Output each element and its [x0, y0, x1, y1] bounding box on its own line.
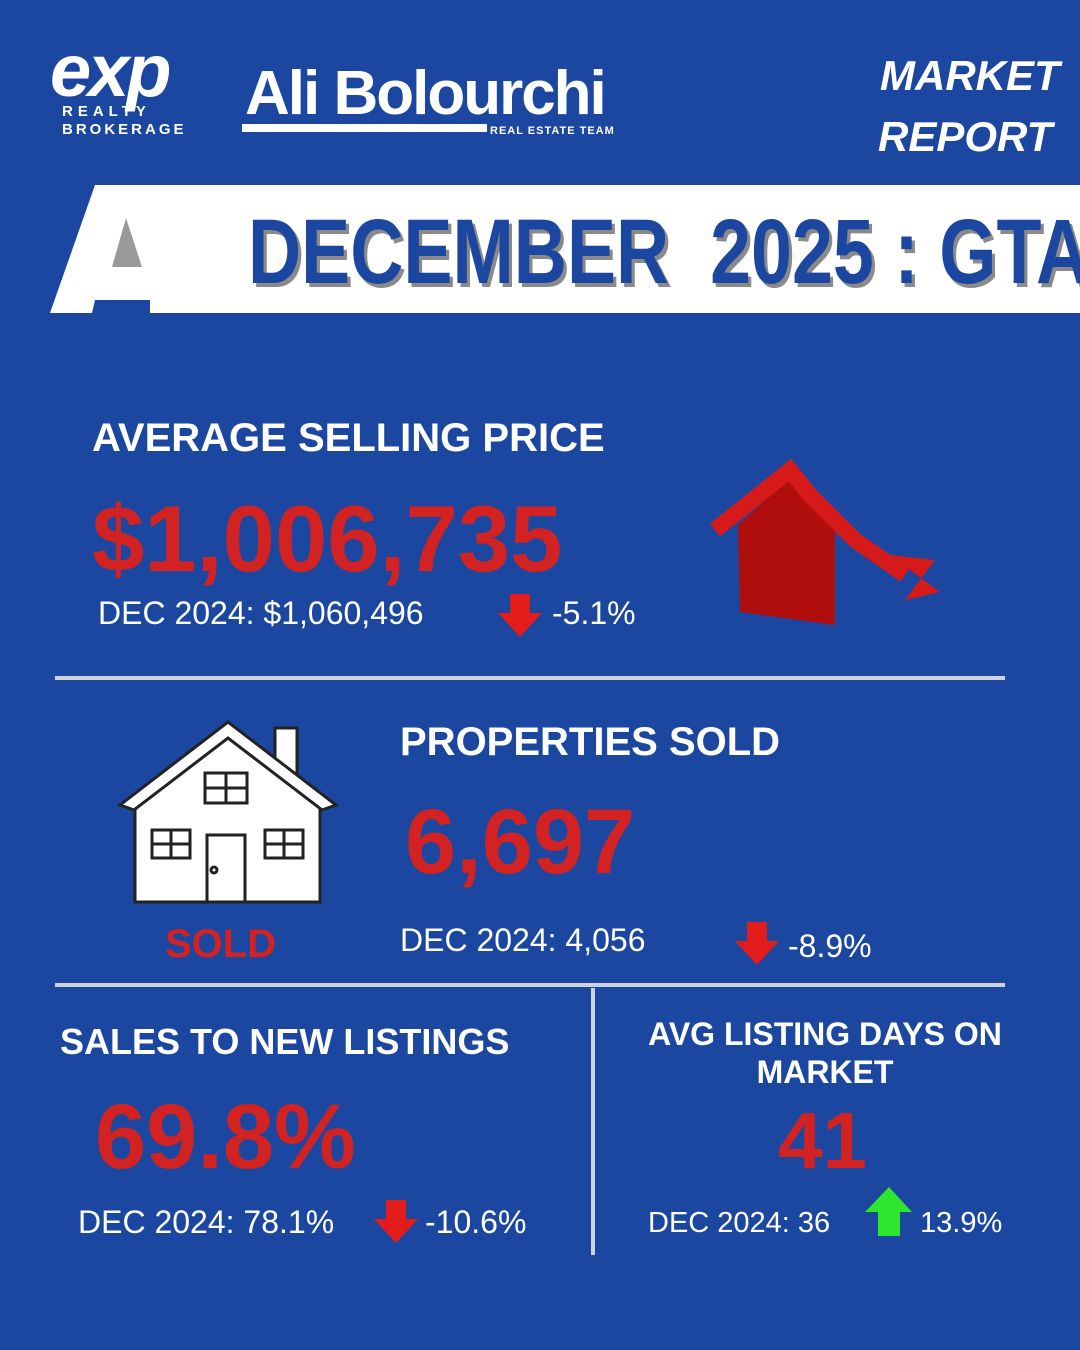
change: 13.9%	[920, 1207, 1003, 1239]
section-value: 69.8%	[95, 1086, 356, 1188]
change: -8.9%	[788, 928, 872, 964]
price-down-icon	[710, 458, 940, 625]
report-label: REPORT	[878, 113, 1053, 160]
section-value: 6,697	[405, 791, 636, 893]
banner-title: DECEMBER 2025 : GTA	[248, 201, 1080, 303]
banner-notch	[92, 300, 150, 313]
logo-name: exp	[50, 29, 172, 112]
team-name: Ali Bolourchi	[245, 59, 607, 128]
arrow-down	[498, 594, 542, 637]
banner-band	[50, 185, 1080, 313]
previous-value: DEC 2024: 78.1%	[78, 1204, 335, 1240]
logo-line: REALTY	[62, 103, 151, 120]
change: -5.1%	[552, 595, 636, 631]
previous-value: DEC 2024: 4,056	[400, 922, 646, 958]
logo-underline	[242, 124, 487, 132]
logo-line: BROKERAGE	[62, 121, 187, 138]
section-title: AVG LISTING DAYS ON MARKET	[648, 1016, 1002, 1090]
team-tagline: REAL ESTATE TEAM	[490, 125, 615, 137]
arrow-down	[374, 1200, 418, 1243]
section-value: $1,006,735	[92, 486, 563, 591]
previous-value: DEC 2024: $1,060,496	[98, 595, 424, 631]
section-title: PROPERTIES SOLD	[400, 720, 781, 764]
banner-a-mark	[112, 218, 142, 267]
previous-value: DEC 2024: 36	[648, 1207, 831, 1239]
sold-badge: SOLD	[165, 922, 277, 966]
section-value: 41	[778, 1096, 867, 1185]
house-icon	[116, 719, 340, 904]
report-label: MARKET	[880, 52, 1060, 99]
change: -10.6%	[425, 1204, 527, 1240]
section-title: AVERAGE SELLING PRICE	[92, 416, 605, 460]
section-title: SALES TO NEW LISTINGS	[60, 1021, 510, 1062]
arrow-down	[735, 922, 779, 965]
arrow-up	[865, 1187, 912, 1236]
